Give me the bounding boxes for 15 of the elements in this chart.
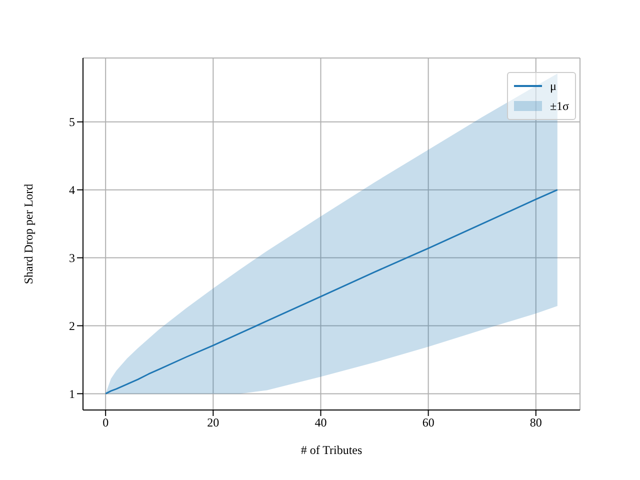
legend-label: μ [550, 78, 556, 94]
y-tick-label: 2 [69, 318, 75, 333]
y-axis-title: Shard Drop per Lord [21, 184, 36, 284]
x-axis-title: # of Tributes [300, 443, 362, 457]
x-tick-label: 80 [530, 416, 542, 430]
y-tick-label: 1 [69, 386, 75, 401]
line-series [104, 189, 558, 394]
annotation: ±1σ [550, 98, 569, 114]
y-tick-label: 4 [69, 183, 75, 198]
x-tick-label: 60 [422, 416, 434, 430]
x-tick-label: 20 [207, 416, 220, 430]
y-tick-label: 5 [69, 115, 75, 130]
x-tick-label: 0 [102, 416, 109, 430]
y-tick-label: 3 [69, 251, 75, 266]
x-tick-label: 40 [314, 416, 327, 430]
